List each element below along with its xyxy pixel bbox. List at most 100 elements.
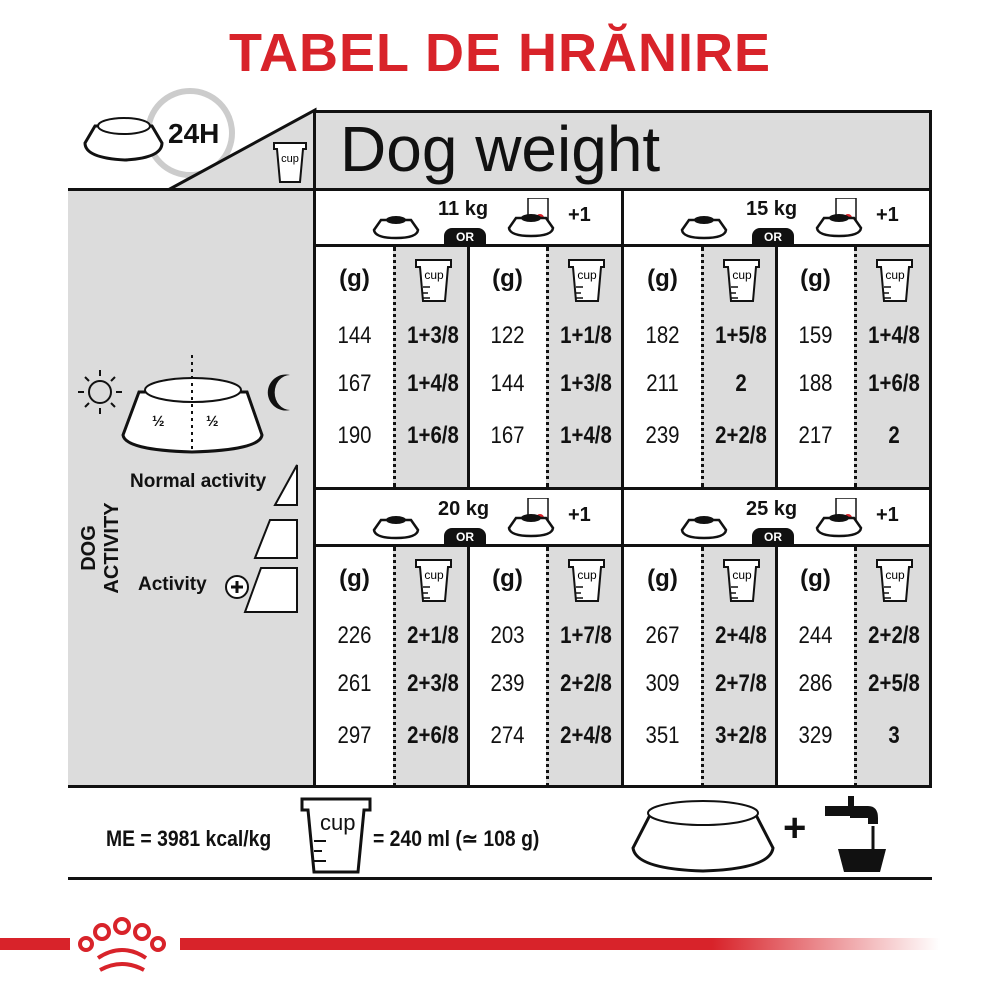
cups-value: 2+3/8	[407, 670, 459, 697]
dry-food-bowl-icon	[679, 512, 729, 545]
cups-value: 1+7/8	[560, 622, 612, 649]
cups-column: cup 1+3/8 1+4/8 1+6/8	[393, 247, 470, 487]
grams-value: 239	[490, 670, 525, 697]
time-label: 24H	[168, 118, 220, 149]
weight-label: 20 kg	[438, 498, 490, 520]
plus-one-label: +1	[568, 204, 591, 226]
grams-value: 203	[490, 622, 525, 649]
svg-text:cup: cup	[577, 568, 597, 582]
cups-value: 2+2/8	[868, 622, 920, 649]
grams-value: 159	[798, 322, 833, 349]
divider	[68, 188, 932, 191]
grams-column: (g) 182 211 239	[624, 247, 701, 487]
panel-header: 15 kg +1 OR	[624, 190, 931, 247]
sun-icon	[78, 370, 122, 414]
dog-weight-label: Dog weight	[340, 113, 661, 185]
weight-label: 15 kg	[746, 198, 798, 220]
or-badge: OR	[444, 228, 486, 246]
grams-header: (g)	[647, 565, 678, 592]
cup-icon	[300, 797, 372, 874]
cup-icon: cup	[567, 257, 607, 308]
brand-line	[0, 938, 70, 950]
grams-value: 217	[798, 422, 833, 449]
grams-column: (g) 267 309 351	[624, 547, 701, 787]
grams-header: (g)	[339, 265, 370, 292]
divider	[313, 110, 316, 785]
activity-level-high-icon	[243, 567, 298, 613]
royal-canin-crown-logo	[78, 917, 166, 972]
activity-label: Activity	[138, 574, 207, 595]
cup-icon: cup	[722, 257, 762, 308]
cups-column: cup 1+7/8 2+2/8 2+4/8	[546, 547, 623, 787]
cups-value: 2	[735, 370, 747, 397]
grams-column: (g) 203 239 274	[469, 547, 546, 787]
grams-header: (g)	[492, 265, 523, 292]
grams-value: 351	[645, 722, 680, 749]
half-right: ½	[206, 413, 219, 430]
svg-text:cup: cup	[424, 268, 444, 282]
plus-one-label: +1	[876, 504, 899, 526]
grams-value: 122	[490, 322, 525, 349]
grams-header: (g)	[339, 565, 370, 592]
cups-value: 1+4/8	[868, 322, 920, 349]
divider	[467, 547, 470, 787]
weight-panel-2: 20 kg +1 OR (g) 226 261 297 cup 2+1/8 2+3/8 2+6…	[316, 490, 623, 787]
grams-column: (g) 144 167 190	[316, 247, 393, 487]
cup-icon: cup	[875, 557, 915, 608]
panel-header: 11 kg +1 OR	[316, 190, 623, 247]
grams-header: (g)	[647, 265, 678, 292]
grams-value: 274	[490, 722, 525, 749]
grams-value: 167	[490, 422, 525, 449]
svg-text:cup: cup	[885, 568, 905, 582]
or-badge: OR	[752, 528, 794, 546]
grams-value: 167	[337, 370, 372, 397]
grams-value: 297	[337, 722, 372, 749]
wet-food-bowl-icon	[814, 497, 864, 543]
footer-info: ME = 3981 kcal/kg cup = 240 ml (≃ 108 g)…	[68, 785, 932, 880]
cups-value: 2+4/8	[560, 722, 612, 749]
grams-value: 144	[337, 322, 372, 349]
divider	[775, 247, 778, 487]
grams-value: 244	[798, 622, 833, 649]
weight-panel-1: 15 kg +1 OR (g) 182 211 239 cup 1+5/8 2 2+2/8 (g…	[624, 190, 931, 487]
grams-value: 329	[798, 722, 833, 749]
food-bowl-icon	[83, 117, 164, 162]
grams-header: (g)	[800, 265, 831, 292]
cups-value: 1+4/8	[560, 422, 612, 449]
cups-column: cup 2+1/8 2+3/8 2+6/8	[393, 547, 470, 787]
grams-value: 190	[337, 422, 372, 449]
grams-value: 188	[798, 370, 833, 397]
grams-value: 267	[645, 622, 680, 649]
grams-value: 144	[490, 370, 525, 397]
cups-value: 2+1/8	[407, 622, 459, 649]
plus-circle-icon	[225, 575, 249, 599]
page-title: TABEL DE HRĂNIRE	[228, 23, 772, 83]
cups-value: 1+5/8	[715, 322, 767, 349]
dry-food-bowl-icon	[679, 212, 729, 245]
left-info-column	[68, 190, 315, 785]
moon-icon	[267, 374, 290, 411]
grams-value: 286	[798, 670, 833, 697]
divider	[929, 110, 932, 785]
grams-header: (g)	[492, 565, 523, 592]
cups-value: 2	[888, 422, 900, 449]
dry-food-bowl-icon	[371, 512, 421, 545]
or-badge: OR	[752, 228, 794, 246]
grams-value: 309	[645, 670, 680, 697]
cup-icon: cup	[875, 257, 915, 308]
cups-value: 2+5/8	[868, 670, 920, 697]
cup-icon: cup	[414, 257, 454, 308]
cups-value: 2+6/8	[407, 722, 459, 749]
cups-column: cup 1+5/8 2 2+2/8	[701, 247, 778, 487]
energy-label: ME = 3981 kcal/kg	[106, 826, 272, 851]
plus-one-label: +1	[568, 504, 591, 526]
cups-value: 2+4/8	[715, 622, 767, 649]
weight-label: 25 kg	[746, 498, 798, 520]
half-left: ½	[152, 413, 165, 430]
svg-text:cup: cup	[281, 153, 299, 165]
water-tap-bowl-icon	[825, 796, 886, 872]
grams-column: (g) 122 144 167	[469, 247, 546, 487]
cups-value: 2+2/8	[715, 422, 767, 449]
cups-value: 1+6/8	[868, 370, 920, 397]
cups-value: 3+2/8	[715, 722, 767, 749]
